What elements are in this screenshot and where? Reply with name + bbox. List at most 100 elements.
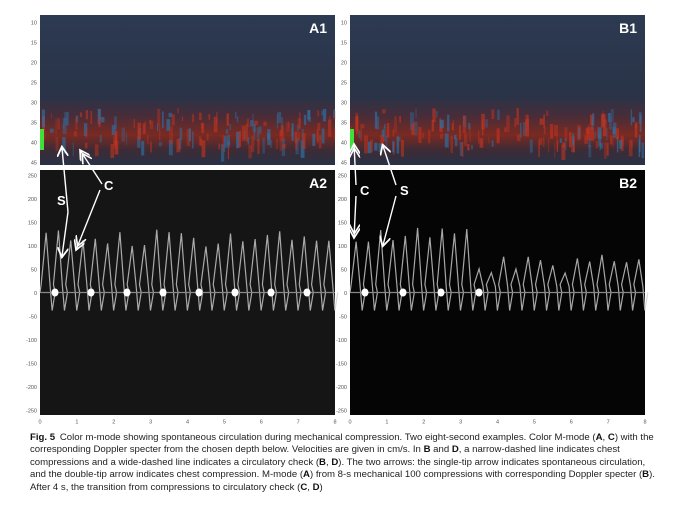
arrows	[62, 144, 397, 256]
speckle	[632, 117, 635, 123]
caption-text: ) with the corresponding Doppler specter…	[30, 432, 654, 456]
speckle	[111, 125, 116, 136]
velocity-tick-label: 200	[28, 197, 37, 203]
speckle	[595, 141, 599, 149]
speckle	[98, 117, 101, 128]
velocity-tick-label: -150	[336, 361, 347, 367]
velocity-tick-label: 200	[338, 197, 347, 203]
caption: Fig. 5 Color m-mode showing spontaneous …	[30, 432, 655, 494]
speckle	[64, 111, 66, 124]
speckle	[227, 134, 230, 145]
speckle	[267, 129, 271, 146]
speckle	[569, 132, 572, 148]
speckle	[220, 144, 225, 162]
speckle	[411, 123, 415, 136]
depth-tick-label: 35	[341, 120, 347, 126]
speckle	[561, 144, 566, 161]
speckle	[599, 141, 601, 151]
speckle	[258, 126, 262, 134]
speckle	[248, 144, 252, 159]
spike	[437, 288, 445, 297]
depth-tick-label: 40	[341, 140, 347, 146]
speckle	[630, 109, 633, 126]
speckle	[236, 131, 240, 149]
speckle	[99, 109, 102, 121]
velocity-tick-label: 150	[28, 220, 37, 226]
speckle	[638, 112, 642, 125]
speckle	[62, 123, 65, 129]
speckle	[382, 109, 386, 114]
caption-text: C	[300, 481, 308, 493]
speckle	[628, 139, 633, 157]
speckle	[72, 142, 74, 157]
speckle	[225, 129, 229, 134]
speckle	[386, 123, 390, 138]
speckle	[591, 117, 593, 130]
speckle	[302, 133, 306, 149]
depth-tick-label: 35	[31, 120, 37, 126]
caption-label: Fig. 5	[30, 432, 56, 443]
speckle	[602, 110, 604, 119]
time-tick-label: 6	[570, 419, 573, 425]
speckle	[384, 123, 386, 129]
time-tick-label: 2	[422, 419, 425, 425]
speckle	[192, 131, 194, 149]
time-tick-label: 0	[348, 419, 351, 425]
speckle	[147, 134, 149, 144]
speckle	[227, 142, 229, 160]
speckle	[506, 115, 510, 132]
speckle	[577, 127, 581, 139]
speckle	[291, 123, 294, 141]
speckle	[282, 143, 286, 149]
arrow	[80, 150, 103, 185]
speckle	[598, 133, 602, 147]
speckle	[113, 135, 117, 145]
speckle	[142, 123, 146, 135]
speckle	[241, 125, 246, 141]
speckle	[590, 124, 593, 130]
speckle	[169, 126, 174, 144]
velocity-tick-label: -250	[26, 408, 37, 414]
depth-tick-label: 25	[31, 80, 37, 86]
speckle	[191, 114, 195, 123]
caption-text: A	[595, 432, 603, 443]
depth-tick-label: 25	[341, 80, 347, 86]
speckle	[588, 124, 590, 140]
speckle	[321, 128, 325, 144]
speckle	[75, 116, 78, 130]
depth-marker	[350, 129, 354, 150]
speckle	[451, 123, 454, 130]
speckle	[454, 138, 458, 147]
time-tick-label: 5	[533, 419, 536, 425]
speckle	[638, 134, 641, 153]
time-tick-label: 5	[223, 419, 226, 425]
depth-tick-label: 45	[341, 160, 347, 166]
speckle	[639, 120, 642, 132]
speckle	[312, 133, 316, 146]
speckle	[616, 136, 619, 153]
speckle	[450, 136, 453, 153]
depth-tick-label: 20	[31, 60, 37, 66]
speckle	[400, 139, 405, 157]
speckle	[431, 119, 435, 132]
speckle	[596, 127, 599, 138]
speckle	[361, 124, 365, 129]
speckle	[50, 113, 53, 119]
speckle	[73, 131, 78, 137]
speckle	[277, 111, 282, 123]
speckle	[612, 126, 616, 135]
speckle	[381, 129, 385, 137]
depth-tick-label: 15	[31, 40, 37, 46]
speckle	[622, 137, 624, 147]
speckle	[201, 123, 205, 133]
speckle	[279, 133, 283, 151]
speckle	[385, 135, 388, 149]
speckle	[121, 127, 126, 142]
speckle	[576, 124, 581, 141]
speckle	[519, 122, 522, 138]
speckle	[435, 110, 438, 118]
depth-tick-label: 10	[31, 20, 37, 26]
speckle	[218, 143, 221, 150]
speckle	[90, 110, 93, 124]
speckle	[201, 140, 206, 158]
